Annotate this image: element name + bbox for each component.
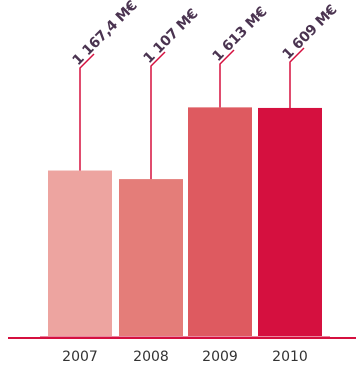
value-label-2007: 1 167,4 M€ xyxy=(70,0,141,69)
value-labels-layer: 1 167,4 M€ 1 107 M€ 1 613 M€ 1 609 M€ xyxy=(70,0,341,69)
x-tick-label-2007: 2007 xyxy=(62,349,98,365)
bar-2010 xyxy=(258,107,322,336)
bars-layer xyxy=(48,107,322,336)
bar-2009 xyxy=(188,107,252,336)
leader-line-2008 xyxy=(150,51,166,180)
value-label-2009: 1 613 M€ xyxy=(210,4,271,65)
leader-lines-layer xyxy=(79,47,305,180)
value-label-2008: 1 107 M€ xyxy=(141,6,202,67)
leader-line-2010 xyxy=(289,47,305,108)
value-label-2010: 1 609 M€ xyxy=(280,2,341,63)
x-tick-label-2009: 2009 xyxy=(202,349,238,365)
x-tick-labels: 2007 2008 2009 2010 xyxy=(62,349,308,365)
leader-line-2007 xyxy=(79,53,95,171)
leader-line-2009 xyxy=(219,49,235,108)
x-axis xyxy=(8,336,356,339)
x-tick-label-2010: 2010 xyxy=(272,349,308,365)
bar-2008 xyxy=(119,179,183,336)
x-tick-label-2008: 2008 xyxy=(133,349,169,365)
bar-2007 xyxy=(48,170,112,336)
